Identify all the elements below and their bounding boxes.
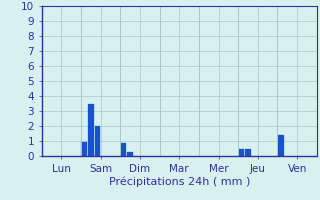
Bar [81,142,87,156]
Bar [94,126,100,156]
Bar [121,142,126,156]
Bar [278,135,284,156]
Bar [245,148,251,156]
X-axis label: Précipitations 24h ( mm ): Précipitations 24h ( mm ) [108,176,250,187]
Bar [127,152,133,156]
Bar [239,148,244,156]
Bar [88,104,93,156]
